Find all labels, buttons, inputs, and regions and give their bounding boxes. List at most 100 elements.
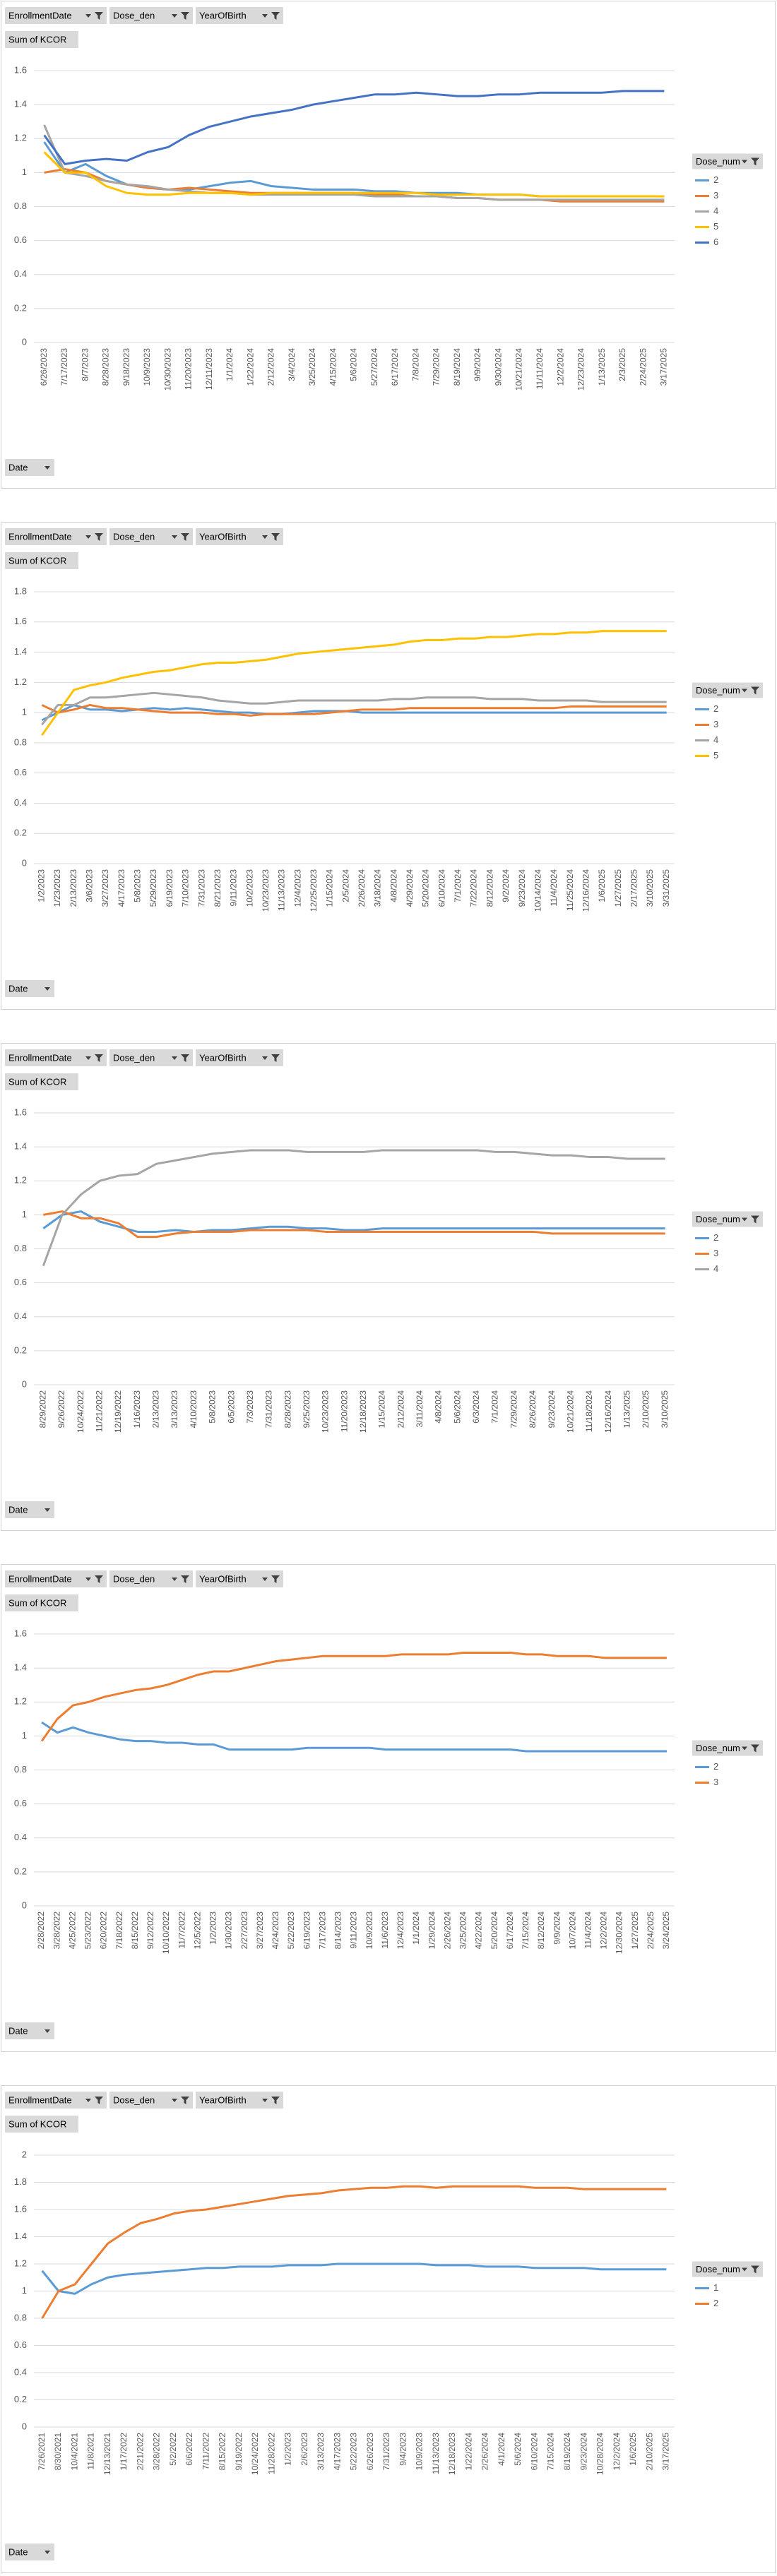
x-tick-label: 3/6/2023 [85,869,95,902]
x-tick-label: 2/13/2023 [69,869,78,907]
legend-title-button[interactable]: Dose_num [692,153,763,169]
x-tick-label: 5/8/2023 [133,869,143,902]
filter-button[interactable]: YearOfBirth [196,7,283,24]
x-tick-label: 9/9/2024 [473,348,482,381]
x-tick-label: 5/6/2024 [349,348,359,381]
filter-button[interactable]: Dose_den [109,7,193,24]
x-tick-label: 1/6/2025 [628,2433,638,2466]
value-field-button[interactable]: Sum of KCOR [5,552,78,569]
value-field-button[interactable]: Sum of KCOR [5,2116,78,2133]
pivot-chart: EnrollmentDate Dose_den YearOfBirth Sum of … [1,522,776,1010]
x-tick-label: 3/4/2024 [287,348,297,381]
x-tick-label: 7/8/2024 [410,348,420,381]
pivot-chart: EnrollmentDate Dose_den YearOfBirth Sum of … [1,1564,776,2052]
x-tick-label: 3/11/2024 [415,1390,425,1428]
y-tick-label: 1.6 [14,64,27,75]
legend-label: 3 [713,1777,718,1787]
filter-button[interactable]: YearOfBirth [196,2092,283,2109]
filter-button[interactable]: Dose_den [109,528,193,545]
x-tick-label: 4/24/2023 [271,1912,280,1950]
axis-field-button[interactable]: Date [5,1501,54,1518]
x-tick-label: 1/22/2024 [463,2433,473,2471]
filter-button[interactable]: EnrollmentDate [5,7,107,24]
series-line [42,1149,665,1267]
legend-title-button-bg [692,2261,763,2277]
filter-icon [751,686,759,695]
legend-title-button-label: Dose_num [696,685,740,696]
y-tick-label: 0.2 [14,2394,27,2404]
filter-button[interactable]: EnrollmentDate [5,1570,107,1587]
y-tick-label: 0 [22,2421,27,2431]
x-tick-label: 6/5/2023 [226,1390,236,1424]
filter-button-bg [5,2092,107,2109]
axis-field-button[interactable]: Date [5,459,54,476]
axis-field-button[interactable]: Date [5,2022,54,2039]
x-tick-label: 2/17/2025 [629,869,639,907]
dropdown-arrow [85,1578,91,1581]
filter-icon [751,1744,759,1753]
x-tick-label: 7/31/2023 [196,869,206,907]
legend-title-button-label: Dose_num [696,1743,740,1753]
filter-button[interactable]: YearOfBirth [196,528,283,545]
legend-label: 4 [713,1263,718,1274]
legend-title-button[interactable]: Dose_num [692,1740,763,1756]
y-tick-label: 1.2 [14,133,27,143]
y-tick-label: 0 [22,1900,27,1910]
x-tick-label: 10/23/2023 [261,869,271,912]
value-field-button-bg [5,552,78,569]
filter-button-label: YearOfBirth [199,2094,247,2105]
filter-button[interactable]: Dose_den [109,2092,193,2109]
filter-button[interactable]: Dose_den [109,1570,193,1587]
x-tick-label: 4/17/2023 [332,2433,342,2471]
value-field-button[interactable]: Sum of KCOR [5,31,78,48]
axis-field-button[interactable]: Date [5,2544,54,2560]
filter-icon [271,533,280,541]
x-tick-label: 5/6/2024 [452,1390,462,1424]
x-tick-label: 2/27/2023 [239,1912,249,1950]
dropdown-arrow [262,2099,268,2102]
x-tick-label: 8/19/2024 [452,348,462,386]
dropdown-arrow [45,1508,50,1512]
x-tick-label: 12/18/2023 [358,1390,368,1433]
series-line [43,151,665,198]
filter-button-bg [196,528,283,545]
y-tick-label: 0.4 [14,268,27,279]
x-tick-label: 10/10/2022 [161,1912,171,1954]
filter-button[interactable]: Dose_den [109,1049,193,1066]
x-tick-label: 11/7/2022 [177,1912,186,1949]
axis-field-button-label: Date [8,2025,28,2036]
legend-title-button[interactable]: Dose_num [692,2261,763,2277]
filter-button[interactable]: YearOfBirth [196,1049,283,1066]
axis-field-button[interactable]: Date [5,980,54,997]
x-tick-label: 12/2/2024 [599,1912,609,1950]
y-tick-label: 0.4 [14,1311,27,1321]
chart-border [1,522,776,1010]
x-tick-label: 6/17/2024 [505,1912,515,1950]
filter-button[interactable]: EnrollmentDate [5,528,107,545]
x-tick-label: 8/14/2023 [333,1912,343,1950]
dropdown-arrow [85,535,91,539]
x-tick-label: 5/22/2023 [349,2433,359,2471]
x-tick-label: 10/30/2023 [162,348,172,390]
value-field-button[interactable]: Sum of KCOR [5,1073,78,1090]
filter-button[interactable]: YearOfBirth [196,1570,283,1587]
series-line [41,703,667,717]
filter-icon [181,533,189,541]
dropdown-arrow [742,1217,747,1222]
legend-title-button[interactable]: Dose_num [692,1211,763,1227]
x-tick-label: 9/4/2023 [398,2433,408,2466]
filter-icon [95,12,103,20]
x-tick-label: 12/19/2022 [113,1390,123,1433]
x-tick-label: 10/2/2023 [244,869,254,907]
x-tick-label: 9/26/2022 [57,1390,66,1429]
filter-button[interactable]: EnrollmentDate [5,2092,107,2109]
x-tick-label: 9/12/2022 [146,1912,155,1950]
x-tick-label: 1/1/2024 [225,348,235,381]
x-tick-label: 7/17/2023 [59,348,69,386]
dropdown-arrow [85,1056,91,1060]
x-tick-label: 6/26/2023 [365,2433,375,2471]
filter-icon [95,2097,103,2104]
legend-title-button[interactable]: Dose_num [692,682,763,698]
value-field-button[interactable]: Sum of KCOR [5,1594,78,1611]
filter-button[interactable]: EnrollmentDate [5,1049,107,1066]
